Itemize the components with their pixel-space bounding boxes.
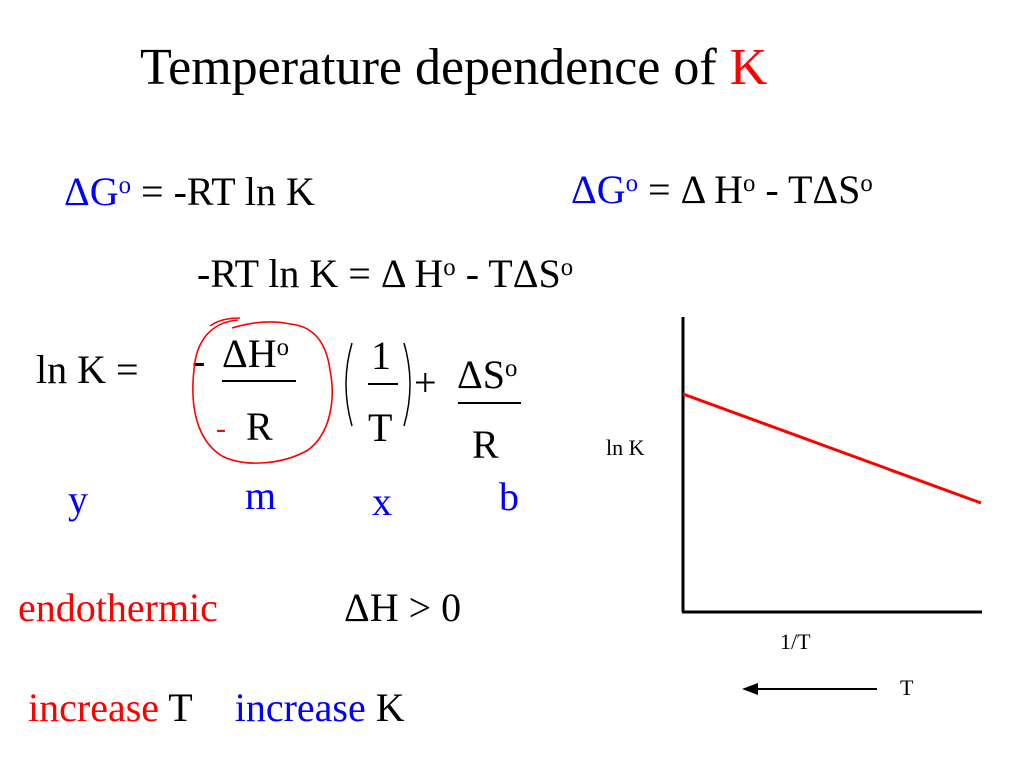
right-paren — [403, 342, 411, 427]
title-main: Temperature dependence of — [140, 39, 730, 96]
lnk-lhs: ln K = — [36, 347, 139, 392]
increase-word-1: increase — [28, 685, 160, 730]
increase-k: K — [365, 685, 405, 730]
equation-gibbs-enthalpy: ΔGo = Δ Ho - TΔSo — [571, 170, 873, 210]
delta-g-symbol: ΔGo — [64, 169, 132, 214]
label-m: m — [245, 473, 277, 518]
eq3-sup2: o — [560, 254, 574, 282]
delta-h-numerator: ΔHo — [222, 331, 290, 376]
red-circle-annotation — [192, 317, 333, 464]
increase-t: T — [159, 685, 193, 730]
eq3-sup1: o — [443, 254, 456, 282]
eq2-sup3: o — [860, 170, 873, 198]
t-denominator: T — [368, 405, 393, 450]
delta-s-numerator: ΔSo — [457, 352, 518, 397]
increase-word-2: increase — [234, 685, 366, 730]
lnk-neg-sign: - — [192, 338, 206, 383]
delta-g-symbol-2: ΔGo — [571, 167, 639, 212]
eq3-b: - TΔS — [455, 251, 561, 296]
one-numerator: 1 — [371, 333, 391, 378]
equation-gibbs-lnk: ΔGo = -RT ln K — [64, 172, 315, 212]
label-y: y — [68, 477, 88, 522]
page-title: Temperature dependence of K — [140, 42, 767, 94]
endothermic-condition: ΔH > 0 — [344, 585, 462, 630]
eq1-rest: = -RT ln K — [131, 169, 315, 214]
eq2-sup2: o — [743, 170, 756, 198]
eq3-a: -RT ln K = Δ H — [197, 251, 444, 296]
red-minus: - — [216, 412, 226, 445]
label-x: x — [372, 479, 392, 524]
graph-xlabel: 1/T — [780, 629, 811, 654]
plus-sign: + — [414, 360, 437, 405]
lnk-vs-inverse-t-line — [682, 392, 982, 505]
left-paren — [345, 342, 353, 427]
title-accent: K — [729, 39, 768, 96]
graph-ylabel: ln K — [606, 435, 645, 460]
arrow-head-icon — [742, 683, 758, 695]
arrow-t-label: T — [900, 675, 914, 700]
label-b: b — [499, 474, 519, 519]
r-denominator-2: R — [472, 422, 499, 467]
r-denominator-1: R — [246, 404, 273, 449]
eq2-mid: = Δ H — [638, 167, 743, 212]
equation-combined: -RT ln K = Δ Ho - TΔSo — [197, 254, 573, 294]
endothermic-label: endothermic — [18, 585, 218, 630]
eq2-mid2: - TΔS — [755, 167, 861, 212]
